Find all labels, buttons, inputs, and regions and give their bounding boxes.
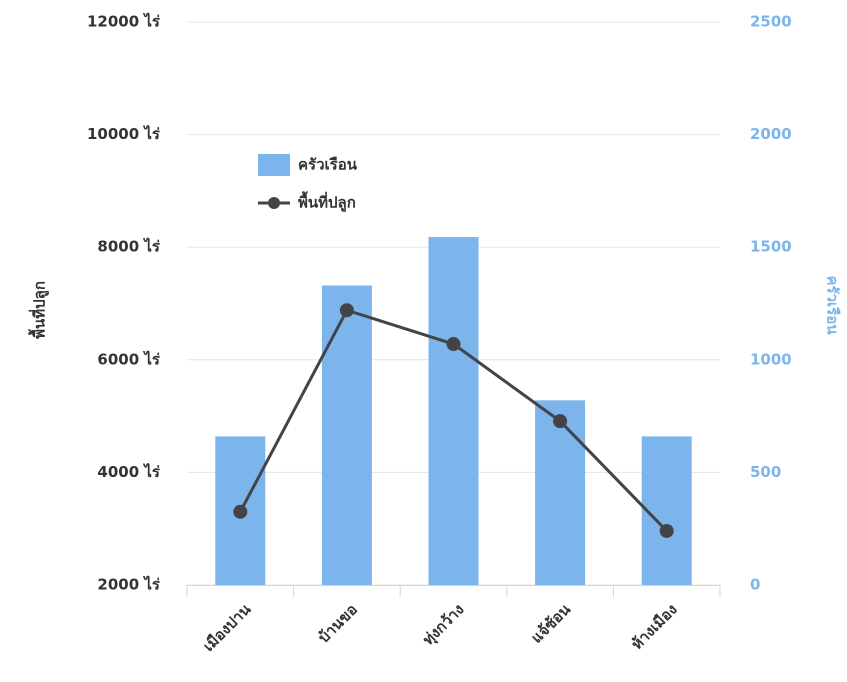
bar	[428, 237, 479, 586]
legend-label: พื้นที่ปลูก	[298, 191, 356, 213]
y-tick-label: 2000 ไร่	[97, 575, 161, 594]
y-tick-label: 6000 ไร่	[97, 349, 161, 368]
y-tick-label: 4000 ไร่	[97, 462, 161, 481]
line-marker	[446, 337, 461, 352]
x-tick-label: บ้านขอ	[315, 600, 361, 646]
line-marker	[553, 414, 568, 429]
legend-swatch	[268, 197, 280, 209]
x-tick-label: ห้างเมือง	[628, 600, 681, 653]
legend-label: ครัวเรือน	[298, 156, 358, 174]
x-tick-label: แจ้ซ้อน	[528, 600, 575, 647]
line-marker	[233, 504, 248, 519]
y2-axis-title: ครัวเรือน	[824, 276, 842, 336]
x-tick-label: เมืองปาน	[199, 600, 254, 655]
y2-tick-label: 0	[750, 576, 760, 594]
y-tick-label: 12000 ไร่	[87, 12, 161, 31]
y-axis-title: พื้นที่ปลูก	[28, 281, 50, 339]
y2-tick-label: 1000	[750, 350, 792, 368]
bar	[641, 436, 692, 585]
bar	[535, 400, 586, 585]
y2-tick-label: 500	[750, 463, 781, 481]
y2-tick-label: 1500	[750, 238, 792, 256]
y-tick-label: 10000 ไร่	[87, 124, 161, 143]
bar	[321, 285, 372, 585]
line-marker	[339, 303, 354, 318]
line-marker	[659, 523, 674, 538]
legend-swatch	[258, 154, 290, 176]
y-tick-label: 8000 ไร่	[97, 237, 161, 256]
y2-tick-label: 2000	[750, 125, 792, 143]
y2-tick-label: 2500	[750, 13, 792, 31]
x-tick-label: ทุ่งกว้าง	[419, 600, 468, 649]
